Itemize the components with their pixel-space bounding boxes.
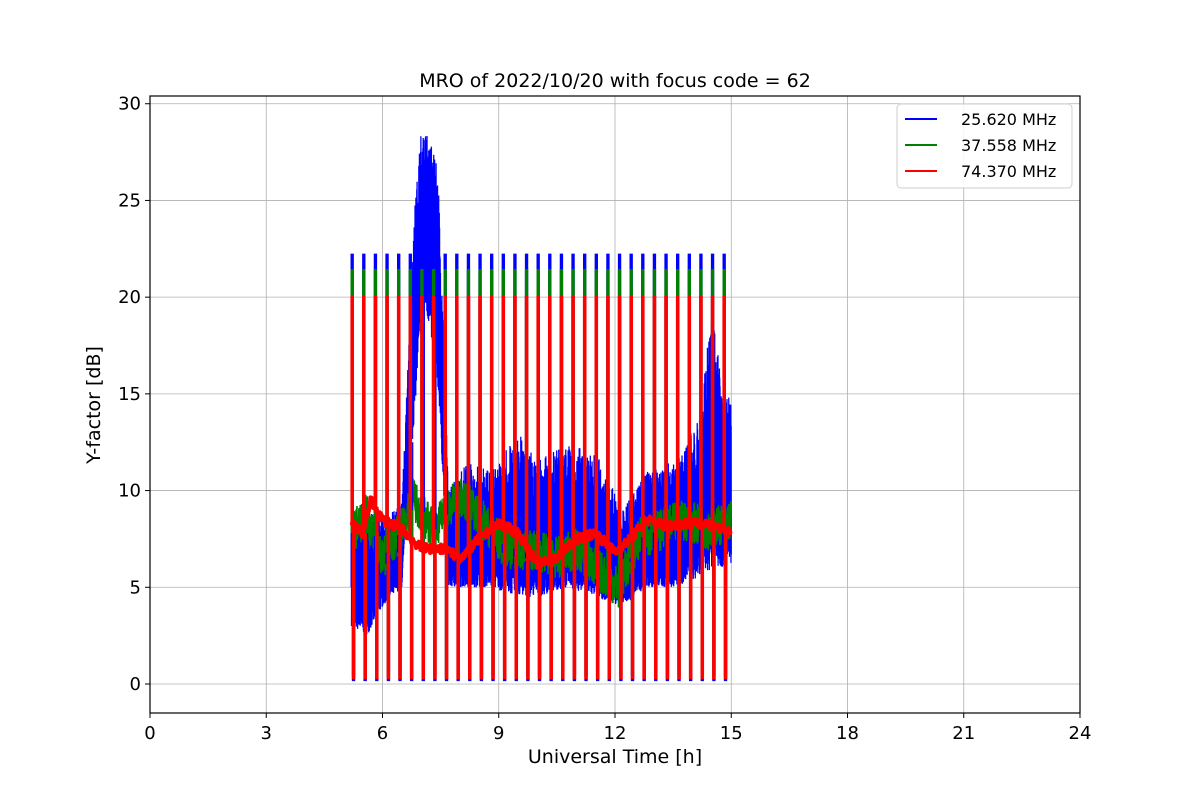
x-tick-label: 18 [836, 723, 859, 744]
calibration-pulse-74-370 [722, 296, 728, 680]
calibration-pulse-74-370 [675, 296, 681, 680]
series-line-74-370 [349, 495, 733, 571]
chart-title: MRO of 2022/10/20 with focus code = 62 [419, 70, 811, 92]
calibration-pulse-74-370 [548, 296, 553, 680]
calibration-pulse-74-370 [582, 296, 588, 680]
calibration-pulse-74-370 [443, 296, 449, 680]
calibration-pulse-74-370 [641, 296, 646, 680]
calibration-pulse-74-370 [466, 296, 472, 680]
calibration-pulse-74-370 [373, 296, 379, 680]
y-tick-label: 25 [118, 190, 141, 211]
legend-label: 74.370 MHz [961, 162, 1056, 181]
calibration-pulse-74-370 [385, 296, 391, 680]
plot-area [349, 136, 733, 682]
y-tick-label: 5 [130, 577, 141, 598]
x-tick-label: 9 [493, 723, 504, 744]
y-tick-label: 0 [130, 674, 141, 695]
calibration-pulse-74-370 [431, 296, 437, 680]
calibration-pulse-74-370 [629, 296, 635, 680]
x-axis-label: Universal Time [h] [528, 746, 702, 768]
calibration-pulse-74-370 [664, 296, 670, 680]
x-tick-label: 12 [604, 723, 627, 744]
calibration-pulse-74-370 [362, 296, 367, 680]
calibration-pulse-74-370 [513, 296, 519, 680]
y-tick-label: 15 [118, 384, 141, 405]
legend-label: 37.558 MHz [961, 136, 1056, 155]
axis-ticks: 0 3 6 9 12 15 18 21 24 0 5 10 15 20 25 30 [118, 94, 1091, 744]
x-tick-label: 24 [1069, 723, 1092, 744]
calibration-pulse-74-370 [687, 296, 693, 680]
x-tick-label: 6 [377, 723, 388, 744]
calibration-pulse-74-370 [606, 296, 612, 680]
calibration-pulse-74-370 [594, 296, 600, 680]
x-tick-label: 0 [144, 723, 155, 744]
y-tick-label: 30 [118, 94, 141, 115]
y-tick-label: 10 [118, 481, 141, 502]
calibration-pulse-74-370 [652, 296, 658, 680]
legend: 25.620 MHz 37.558 MHz 74.370 MHz [896, 103, 1073, 189]
calibration-pulse-74-370 [524, 296, 530, 680]
x-tick-label: 21 [952, 723, 975, 744]
calibration-pulse-74-370 [571, 296, 577, 680]
calibration-pulse-74-370 [350, 296, 356, 680]
x-tick-label: 3 [261, 723, 272, 744]
legend-box [896, 103, 1073, 189]
calibration-pulse-74-370 [536, 296, 542, 680]
calibration-pulse-74-370 [420, 296, 426, 680]
calibration-pulse-74-370 [559, 296, 565, 680]
calibration-pulse-74-370 [408, 296, 414, 680]
calibration-pulse-74-370 [489, 296, 495, 680]
legend-label: 25.620 MHz [961, 110, 1056, 129]
x-tick-label: 15 [720, 723, 743, 744]
calibration-pulse-74-370 [710, 296, 716, 680]
calibration-pulse-74-370 [478, 296, 484, 680]
calibration-pulse-74-370 [617, 296, 623, 680]
calibration-pulse-74-370 [699, 296, 705, 680]
calibration-pulse-74-370 [396, 296, 402, 680]
y-tick-label: 20 [118, 287, 141, 308]
calibration-pulse-74-370 [455, 296, 460, 680]
y-axis-label: Y-factor [dB] [83, 346, 105, 465]
calibration-pulse-74-370 [501, 296, 507, 680]
